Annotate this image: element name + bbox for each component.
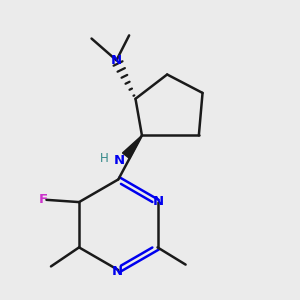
Text: H: H xyxy=(100,152,109,165)
Text: N: N xyxy=(111,54,122,67)
Text: N: N xyxy=(153,195,164,208)
Text: F: F xyxy=(38,193,47,206)
Text: N: N xyxy=(114,154,125,167)
Text: N: N xyxy=(112,265,123,278)
Polygon shape xyxy=(122,135,142,158)
